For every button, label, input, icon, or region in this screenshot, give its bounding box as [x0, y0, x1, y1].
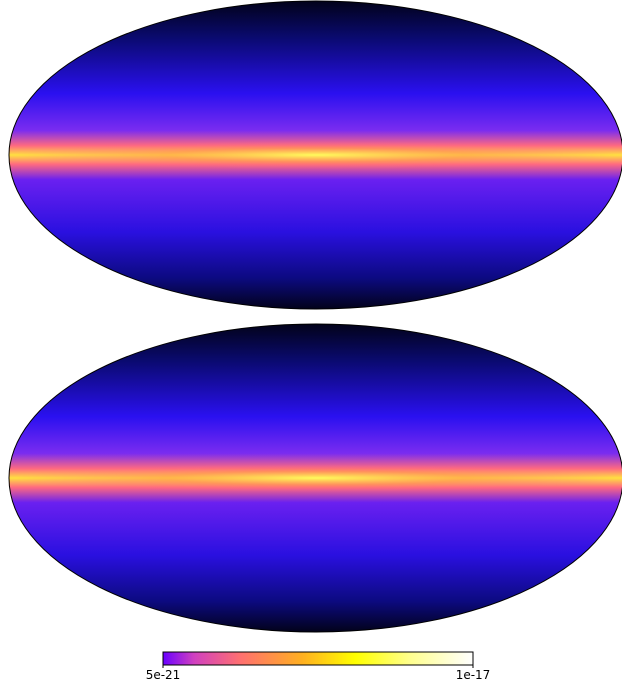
map-top [8, 0, 622, 310]
colorbar [162, 651, 474, 666]
colorbar-tick-label: 1e-17 [456, 668, 491, 682]
map-bottom [8, 323, 622, 633]
colorbar-tick-label: 5e-21 [146, 668, 181, 682]
